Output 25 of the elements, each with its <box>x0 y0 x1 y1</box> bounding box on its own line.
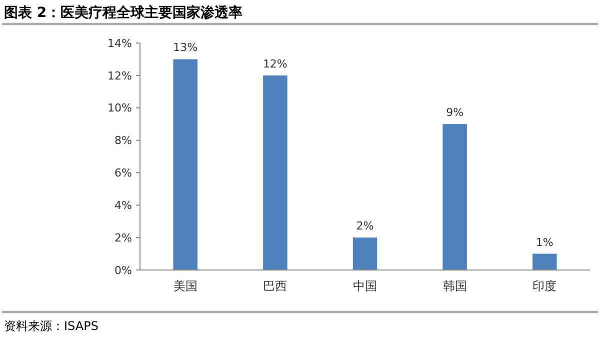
y-tick-label: 0% <box>114 264 132 277</box>
bar <box>532 254 557 270</box>
bar <box>442 124 467 270</box>
data-label: 13% <box>173 41 198 54</box>
bar <box>263 75 288 270</box>
bar <box>352 238 378 270</box>
x-tick-label: 印度 <box>532 279 557 293</box>
data-label: 12% <box>262 57 288 70</box>
x-tick-label: 美国 <box>173 279 198 293</box>
bar <box>173 59 198 270</box>
y-tick-label: 4% <box>114 198 132 212</box>
y-tick-label: 2% <box>114 231 132 244</box>
y-tick-label: 10% <box>108 102 132 115</box>
y-tick-label: 14% <box>108 36 132 50</box>
data-label: 9% <box>446 106 464 120</box>
y-tick-label: 8% <box>114 134 132 148</box>
data-label: 2% <box>356 220 374 233</box>
y-tick-label: 12% <box>108 69 132 82</box>
y-tick-label: 6% <box>114 166 132 180</box>
x-tick-label: 韩国 <box>442 279 467 293</box>
data-label: 1% <box>536 236 554 249</box>
x-tick-label: 中国 <box>353 279 377 293</box>
text: 资料来源：ISAPS <box>4 319 98 333</box>
x-tick-label: 巴西 <box>263 279 288 293</box>
chart-title: 图表 2：医美疗程全球主要国家渗透率 <box>4 4 243 21</box>
